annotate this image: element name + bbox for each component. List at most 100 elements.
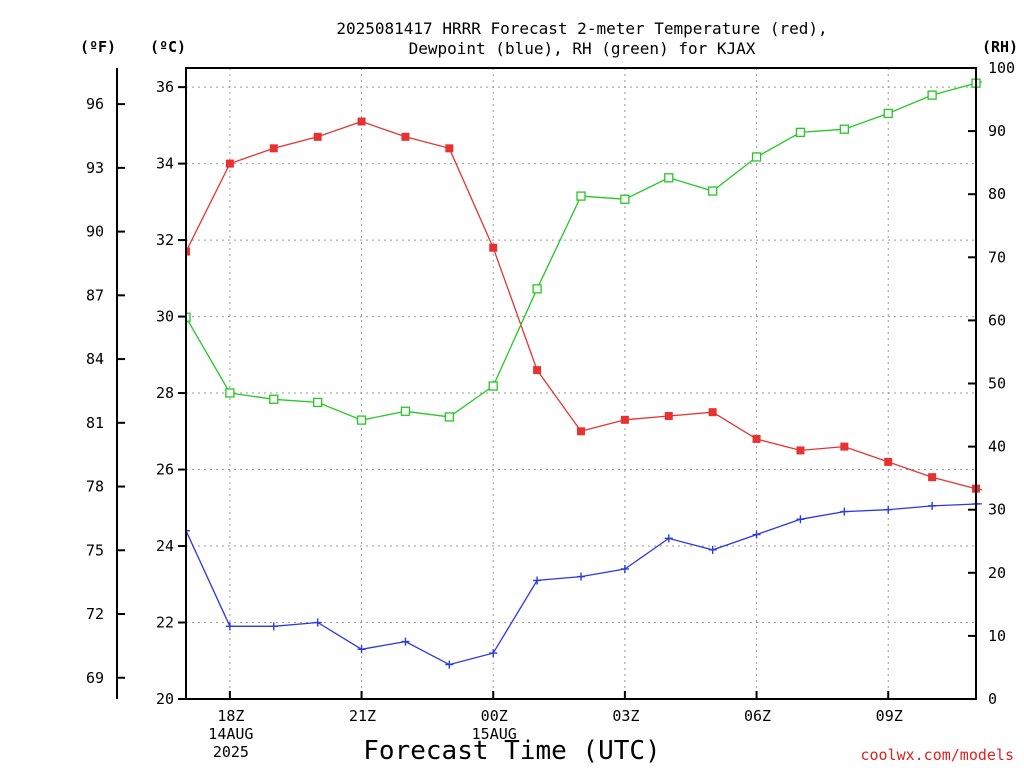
credit-label: coolwx.com/models: [860, 746, 1014, 764]
rh-tick-label: 10: [988, 627, 1006, 645]
x-tick-label: 06Z: [744, 707, 771, 725]
rh-tick-label: 60: [988, 311, 1006, 329]
temperature-point: [269, 144, 278, 153]
rh-point: [444, 412, 454, 422]
rh-point: [576, 191, 586, 201]
dewpoint-point: [313, 618, 322, 627]
rh-point: [269, 394, 279, 404]
celsius-tick-label: 24: [156, 537, 174, 555]
celsius-tick-label: 32: [156, 231, 174, 249]
temperature-point: [225, 159, 234, 168]
dewpoint-point: [928, 501, 937, 510]
temperature-point: [708, 408, 717, 417]
rh-tick-label: 80: [988, 185, 1006, 203]
temperature-point: [752, 434, 761, 443]
dewpoint-point: [445, 660, 454, 669]
x-tick-label: 15AUG: [472, 725, 517, 743]
dewpoint-point: [752, 530, 761, 539]
dewpoint-point: [225, 622, 234, 631]
dewpoint-point: [664, 534, 673, 543]
rh-point: [795, 127, 806, 138]
rh-tick-label: 90: [988, 122, 1006, 140]
x-tick-label: 18Z: [217, 707, 244, 725]
x-tick-label: 21Z: [349, 707, 376, 725]
temperature-point: [401, 132, 410, 141]
temperature-point: [928, 473, 937, 482]
rh-tick-label: 50: [988, 375, 1006, 393]
fahrenheit-tick-label: 69: [86, 669, 104, 687]
rh-tick-label: 40: [988, 438, 1006, 456]
dewpoint-point: [401, 637, 410, 646]
rh-point: [488, 381, 498, 391]
fahrenheit-tick-label: 84: [86, 350, 104, 368]
temperature-point: [840, 442, 849, 451]
dewpoint-line: [186, 503, 982, 666]
temperature-point: [357, 117, 366, 126]
x-axis-label: Forecast Time (UTC): [363, 736, 660, 766]
fahrenheit-tick-label: 93: [86, 159, 104, 177]
dewpoint-point: [796, 515, 805, 524]
grid-lines: [186, 68, 976, 699]
dewpoint-point: [186, 526, 190, 535]
temperature-point: [796, 446, 805, 455]
celsius-tick-label: 20: [156, 690, 174, 708]
dewpoint-point: [533, 576, 542, 585]
celsius-tick-label: 36: [156, 78, 174, 96]
temperature-point: [445, 144, 454, 153]
temperature-point: [533, 366, 542, 375]
fahrenheit-tick-label: 72: [86, 605, 104, 623]
temperature-point: [489, 243, 498, 252]
plot-frame: [185, 67, 977, 700]
temperature-point: [313, 132, 322, 141]
x-tick-label: 09Z: [876, 707, 903, 725]
x-tick-label: 2025: [213, 743, 249, 761]
fahrenheit-ticks: 69 72 75 78 81 84 87 90 93 96: [86, 95, 125, 687]
celsius-tick-label: 22: [156, 614, 174, 632]
rh-tick-label: 100: [988, 59, 1015, 77]
temperature-point: [186, 247, 190, 256]
chart-title-line-1: 2025081417 HRRR Forecast 2-meter Tempera…: [336, 19, 827, 38]
rh-tick-label: 70: [988, 248, 1006, 266]
dewpoint-point: [620, 564, 629, 573]
dewpoint-point: [840, 507, 849, 516]
x-tick-label: 00Z: [481, 707, 508, 725]
temperature-point: [664, 412, 673, 421]
temperature-point: [884, 457, 893, 466]
fahrenheit-tick-label: 87: [86, 286, 104, 304]
x-tick-label: 03Z: [612, 707, 639, 725]
fahrenheit-tick-label: 78: [86, 478, 104, 496]
celsius-tick-label: 26: [156, 461, 174, 479]
rh-point: [883, 108, 893, 119]
rh-point: [356, 415, 367, 425]
rh-point: [532, 284, 542, 294]
dewpoint-point: [357, 645, 366, 654]
celsius-tick-label: 30: [156, 308, 174, 326]
fahrenheit-tick-label: 96: [86, 95, 104, 113]
rh-tick-label: 0: [988, 690, 997, 708]
rh-point: [664, 173, 674, 183]
rh-point: [620, 194, 630, 204]
temperature-point: [577, 427, 585, 436]
rh-point: [839, 124, 849, 134]
rh-line: [186, 81, 982, 421]
series-layer: [186, 78, 1024, 669]
rh-point: [708, 186, 718, 196]
dewpoint-point: [708, 545, 717, 554]
dewpoint-point: [489, 649, 498, 658]
celsius-tick-label: 28: [156, 384, 174, 402]
rh-point: [751, 152, 762, 162]
fahrenheit-tick-label: 81: [86, 414, 104, 432]
celsius-ticks: 20 22 24 26 28 30 32 34 36: [156, 78, 186, 708]
chart-title-line-2: Dewpoint (blue), RH (green) for KJAX: [409, 39, 756, 58]
rh-point: [186, 312, 191, 322]
rh-point: [225, 388, 235, 398]
rh-ticks: 0 10 20 30 40 50 60 70 80 90 100: [968, 59, 1015, 708]
celsius-tick-label: 34: [156, 155, 174, 173]
celsius-unit-label: (ºC): [150, 38, 186, 56]
temperature-point: [1016, 492, 1024, 500]
rh-tick-label: 30: [988, 501, 1006, 519]
temperature-point: [620, 415, 629, 424]
fahrenheit-unit-label: (ºF): [80, 38, 116, 56]
